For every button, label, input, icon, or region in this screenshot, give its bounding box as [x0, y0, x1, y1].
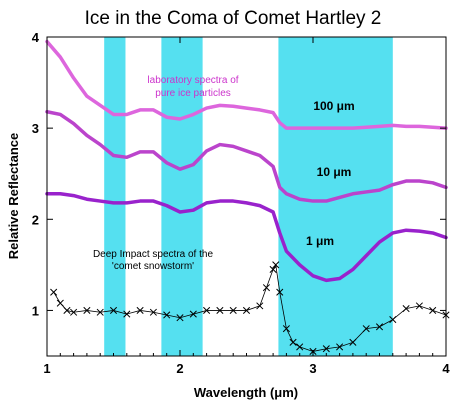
- series-4-point-19: [262, 284, 271, 292]
- series-4-point-22: [276, 288, 284, 296]
- series-4-line: [53, 263, 447, 352]
- y-tick-label-4: 4: [32, 30, 40, 45]
- series-4-point-11: [163, 311, 171, 319]
- series-1-line: [45, 39, 448, 130]
- series-label-1um: 1 μm: [306, 234, 334, 248]
- series-4-point-25: [296, 343, 304, 351]
- chart-title: Ice in the Coma of Comet Hartley 2: [85, 8, 382, 29]
- series-4-point-24: [289, 338, 297, 346]
- series-4-point-6: [96, 308, 104, 316]
- x-tick-label-2: 2: [176, 361, 183, 376]
- series-4-point-33: [402, 305, 410, 313]
- y-axis-label: Relative Reflectance: [6, 133, 21, 259]
- series-4-point-10: [149, 308, 157, 316]
- series-4-point-5: [83, 306, 91, 314]
- series-4-point-29: [349, 338, 357, 346]
- x-tick-label-3: 3: [309, 361, 316, 376]
- series-3-line: [45, 192, 448, 283]
- series-4-point-34: [415, 302, 423, 310]
- series-4-point-28: [336, 343, 344, 351]
- series-4-point-9: [136, 306, 144, 314]
- series-4-point-30: [362, 325, 370, 333]
- lab-annotation-line-2: pure ice particles: [155, 88, 231, 99]
- series-4-point-12: [176, 314, 184, 322]
- series-4-point-14: [203, 306, 211, 314]
- series-4-point-31: [375, 323, 384, 331]
- deep-impact-annotation-line-1: Deep Impact spectra of the: [93, 249, 214, 260]
- series-4-point-8: [123, 310, 131, 318]
- series-4-point-21: [272, 261, 280, 269]
- x-tick-label-1: 1: [43, 361, 50, 376]
- series-4-point-18: [256, 302, 264, 310]
- y-tick-label-2: 2: [32, 212, 39, 227]
- series-2-line: [45, 109, 448, 203]
- y-tick-label-1: 1: [32, 303, 39, 318]
- series-4-point-35: [429, 306, 437, 314]
- highlight-band-1: [104, 37, 126, 356]
- series-4-markers: [50, 261, 450, 355]
- series-4-point-32: [389, 315, 397, 324]
- series-4-point-23: [282, 325, 290, 333]
- highlight-band-2: [161, 37, 203, 356]
- series-4-point-7: [109, 306, 118, 314]
- series-4-point-15: [216, 306, 224, 314]
- y-tick-label-3: 3: [32, 121, 39, 136]
- x-axis-label: Wavelength (μm): [194, 385, 298, 400]
- series-4-point-16: [229, 306, 237, 314]
- axis-ticks: 1 2 3 4 1 2 3 4: [32, 30, 451, 376]
- series-4-point-17: [242, 306, 251, 314]
- x-tick-label-4: 4: [442, 361, 450, 376]
- series-4-point-20: [269, 265, 277, 273]
- lab-annotation-line-1: laboratory spectra of: [147, 75, 238, 86]
- series-4-point-3: [63, 306, 71, 314]
- series-4-point-2: [56, 299, 64, 307]
- series-4-point-27: [322, 345, 330, 353]
- series-4-point-4: [70, 308, 78, 316]
- series-label-10um: 10 μm: [317, 165, 352, 179]
- series-label-100um: 100 μm: [313, 99, 354, 113]
- deep-impact-annotation-line-2: 'comet snowstorm': [112, 261, 194, 272]
- series-4-point-1: [50, 288, 58, 296]
- series-lines: [45, 39, 450, 355]
- series-4-point-13: [189, 310, 197, 318]
